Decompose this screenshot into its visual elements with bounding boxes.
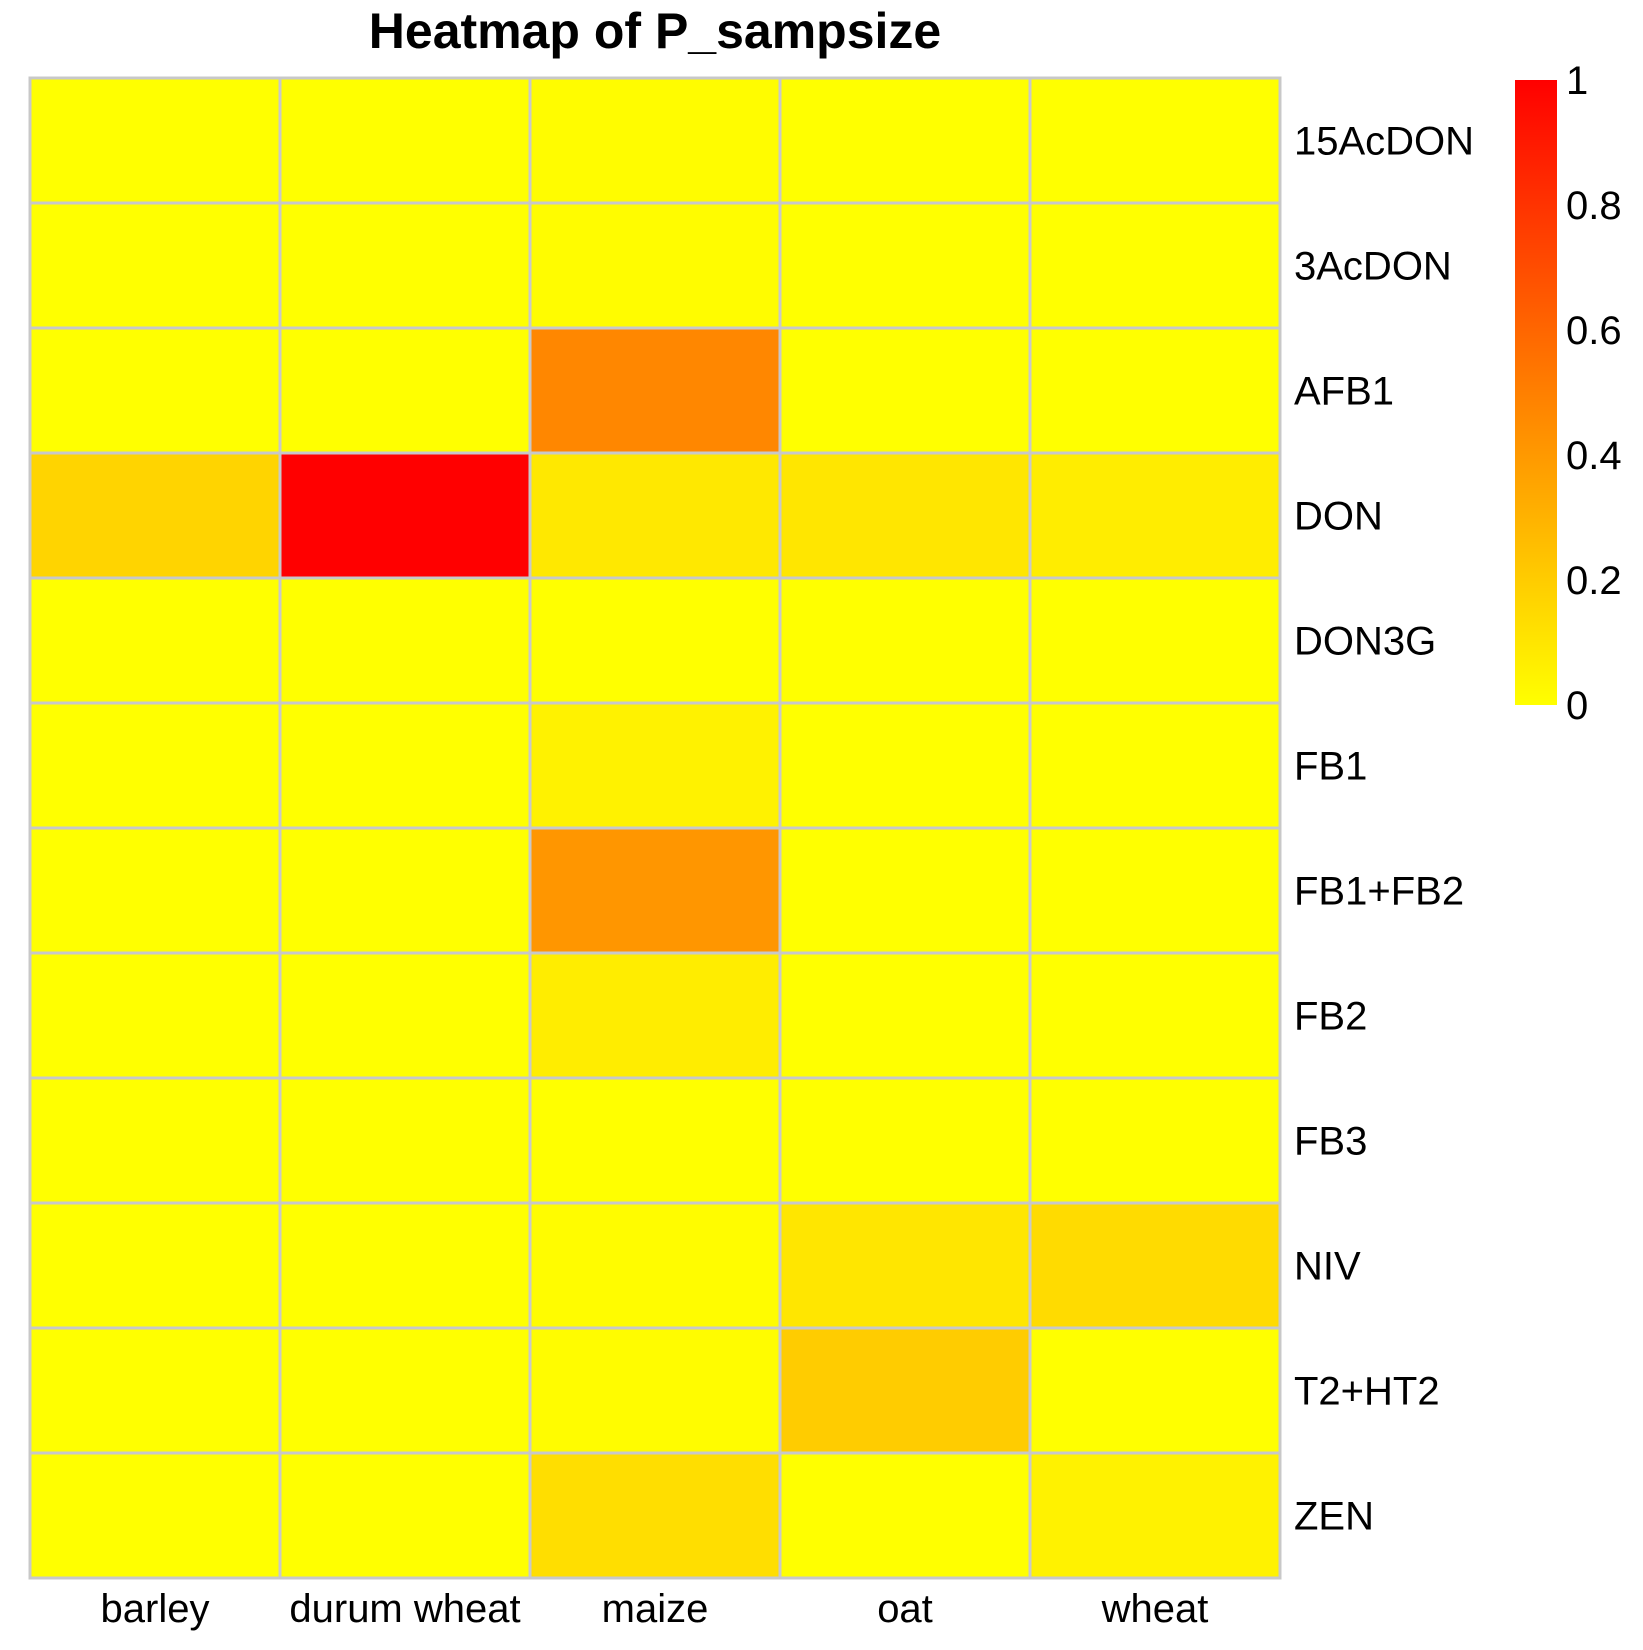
heatmap-cell (278, 951, 532, 1080)
heatmap-cell (778, 451, 1032, 580)
heatmap-cell (778, 326, 1032, 455)
heatmap-cell (528, 701, 782, 830)
legend-color-bar (1515, 80, 1557, 705)
heatmap-cell (1028, 576, 1282, 705)
column-labels: barley durum wheat maize oat wheat (101, 1587, 1209, 1631)
row-label: T2+HT2 (1294, 1370, 1440, 1414)
legend-tick-label: 0 (1566, 684, 1588, 728)
heatmap-cell (28, 1326, 282, 1455)
heatmap-cell (1028, 326, 1282, 455)
heatmap-cell (278, 1201, 532, 1330)
heatmap-cell (778, 201, 1032, 330)
heatmap-cell (528, 1076, 782, 1205)
heatmap-cell (778, 76, 1032, 205)
legend-ticks: 0 0.2 0.4 0.6 0.8 1 (1566, 59, 1622, 728)
heatmap-cell (528, 451, 782, 580)
heatmap-cell (1028, 76, 1282, 205)
heatmap-cell (528, 76, 782, 205)
heatmap-cell (28, 326, 282, 455)
heatmap-cell (278, 1326, 532, 1455)
heatmap-cell (528, 826, 782, 955)
heatmap-cells (28, 76, 1282, 1580)
heatmap-cell (528, 951, 782, 1080)
heatmap-cell (1028, 1451, 1282, 1580)
heatmap-cell (278, 1076, 532, 1205)
heatmap-cell (278, 201, 532, 330)
heatmap-cell (28, 826, 282, 955)
heatmap-cell (28, 576, 282, 705)
heatmap-cell (1028, 1076, 1282, 1205)
heatmap-cell (28, 1076, 282, 1205)
heatmap-cell (778, 951, 1032, 1080)
heatmap-cell (28, 76, 282, 205)
heatmap-cell (778, 1451, 1032, 1580)
heatmap-cell (278, 1451, 532, 1580)
row-label: FB3 (1294, 1120, 1367, 1164)
heatmap-cell (1028, 451, 1282, 580)
legend-tick-label: 0.6 (1566, 309, 1622, 353)
heatmap-cell (528, 1326, 782, 1455)
heatmap-cell (28, 1451, 282, 1580)
heatmap-cell (1028, 201, 1282, 330)
heatmap-cell (28, 701, 282, 830)
heatmap-cell (278, 826, 532, 955)
heatmap-cell (778, 1076, 1032, 1205)
row-label: FB1 (1294, 745, 1367, 789)
row-label: NIV (1294, 1245, 1361, 1289)
row-label: AFB1 (1294, 370, 1394, 414)
color-legend: 0 0.2 0.4 0.6 0.8 1 (1515, 59, 1622, 728)
chart-title: Heatmap of P_sampsize (369, 3, 941, 59)
heatmap-cell (28, 201, 282, 330)
legend-tick-label: 0.2 (1566, 559, 1622, 603)
row-labels: 15AcDON 3AcDON AFB1 DON DON3G FB1 FB1+FB2 FB2 FB… (1294, 120, 1474, 1539)
heatmap-cell (528, 201, 782, 330)
heatmap-cell (28, 951, 282, 1080)
legend-tick-label: 1 (1566, 59, 1588, 103)
heatmap-cell (278, 326, 532, 455)
heatmap-cell (1028, 951, 1282, 1080)
row-label: ZEN (1294, 1495, 1374, 1539)
heatmap-cell (778, 826, 1032, 955)
heatmap-cell (778, 576, 1032, 705)
heatmap-cell (1028, 1201, 1282, 1330)
heatmap-cell (528, 1201, 782, 1330)
heatmap-cell (278, 576, 532, 705)
row-label: DON3G (1294, 620, 1436, 664)
heatmap-cell (1028, 1326, 1282, 1455)
heatmap-cell (28, 451, 282, 580)
column-label: durum wheat (289, 1587, 520, 1631)
heatmap-cell (528, 326, 782, 455)
row-label: 3AcDON (1294, 245, 1452, 289)
legend-tick-label: 0.8 (1566, 184, 1622, 228)
row-label: FB1+FB2 (1294, 870, 1464, 914)
heatmap-cell (1028, 701, 1282, 830)
heatmap-cell (528, 576, 782, 705)
row-label: FB2 (1294, 995, 1367, 1039)
heatmap-cell (778, 1326, 1032, 1455)
heatmap-cell (278, 701, 532, 830)
column-label: wheat (1101, 1587, 1209, 1631)
heatmap-cell (528, 1451, 782, 1580)
column-label: maize (602, 1587, 709, 1631)
column-label: barley (101, 1587, 210, 1631)
heatmap-cell (778, 1201, 1032, 1330)
legend-tick-label: 0.4 (1566, 434, 1622, 478)
row-label: DON (1294, 495, 1383, 539)
heatmap-cell (28, 1201, 282, 1330)
heatmap-cell (778, 701, 1032, 830)
row-label: 15AcDON (1294, 120, 1474, 164)
heatmap-cell (1028, 826, 1282, 955)
heatmap-cell (278, 451, 532, 580)
column-label: oat (877, 1587, 933, 1631)
heatmap-cell (278, 76, 532, 205)
